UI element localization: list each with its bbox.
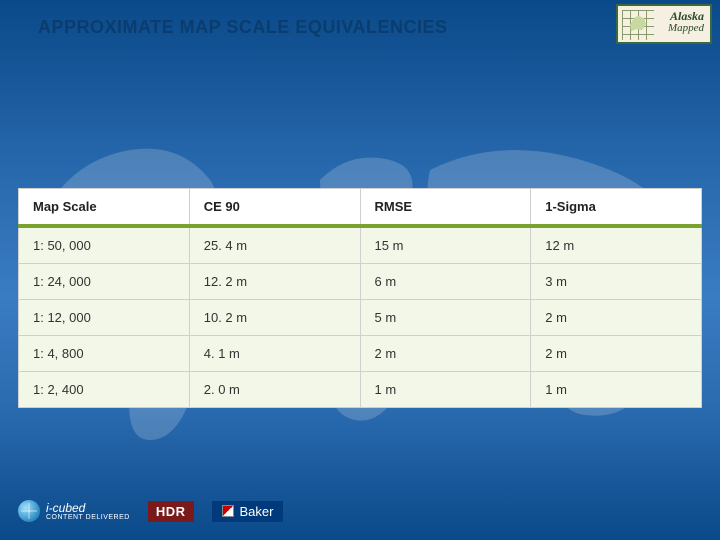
baker-square-icon (222, 505, 234, 517)
hdr-logo: HDR (148, 501, 194, 522)
slide-root: APPROXIMATE MAP SCALE EQUIVALENCIES Alas… (0, 0, 720, 540)
col-ce90: CE 90 (189, 189, 360, 227)
alaska-mapped-logo: Alaska Mapped (616, 4, 712, 44)
icubed-name: i-cubed (46, 501, 85, 515)
footer-logos: i-cubed CONTENT DELIVERED HDR Baker (18, 500, 283, 522)
baker-text: Baker (240, 504, 274, 519)
logo-line1: Alaska (668, 10, 704, 23)
table-row: 1: 12, 000 10. 2 m 5 m 2 m (19, 300, 702, 336)
baker-logo: Baker (212, 501, 284, 522)
table-row: 1: 2, 400 2. 0 m 1 m 1 m (19, 372, 702, 408)
col-1sigma: 1-Sigma (531, 189, 702, 227)
table-row: 1: 4, 800 4. 1 m 2 m 2 m (19, 336, 702, 372)
col-rmse: RMSE (360, 189, 531, 227)
table-row: 1: 24, 000 12. 2 m 6 m 3 m (19, 264, 702, 300)
table-header-row: Map Scale CE 90 RMSE 1-Sigma (19, 189, 702, 227)
title-bar: APPROXIMATE MAP SCALE EQUIVALENCIES (0, 0, 720, 54)
scale-table: Map Scale CE 90 RMSE 1-Sigma 1: 50, 000 … (18, 188, 702, 408)
col-map-scale: Map Scale (19, 189, 190, 227)
globe-icon (18, 500, 40, 522)
logo-line2: Mapped (668, 23, 704, 35)
icubed-tagline: CONTENT DELIVERED (46, 514, 130, 521)
slide-title: APPROXIMATE MAP SCALE EQUIVALENCIES (38, 17, 448, 38)
icubed-logo: i-cubed CONTENT DELIVERED (18, 500, 130, 522)
table-row: 1: 50, 000 25. 4 m 15 m 12 m (19, 226, 702, 264)
